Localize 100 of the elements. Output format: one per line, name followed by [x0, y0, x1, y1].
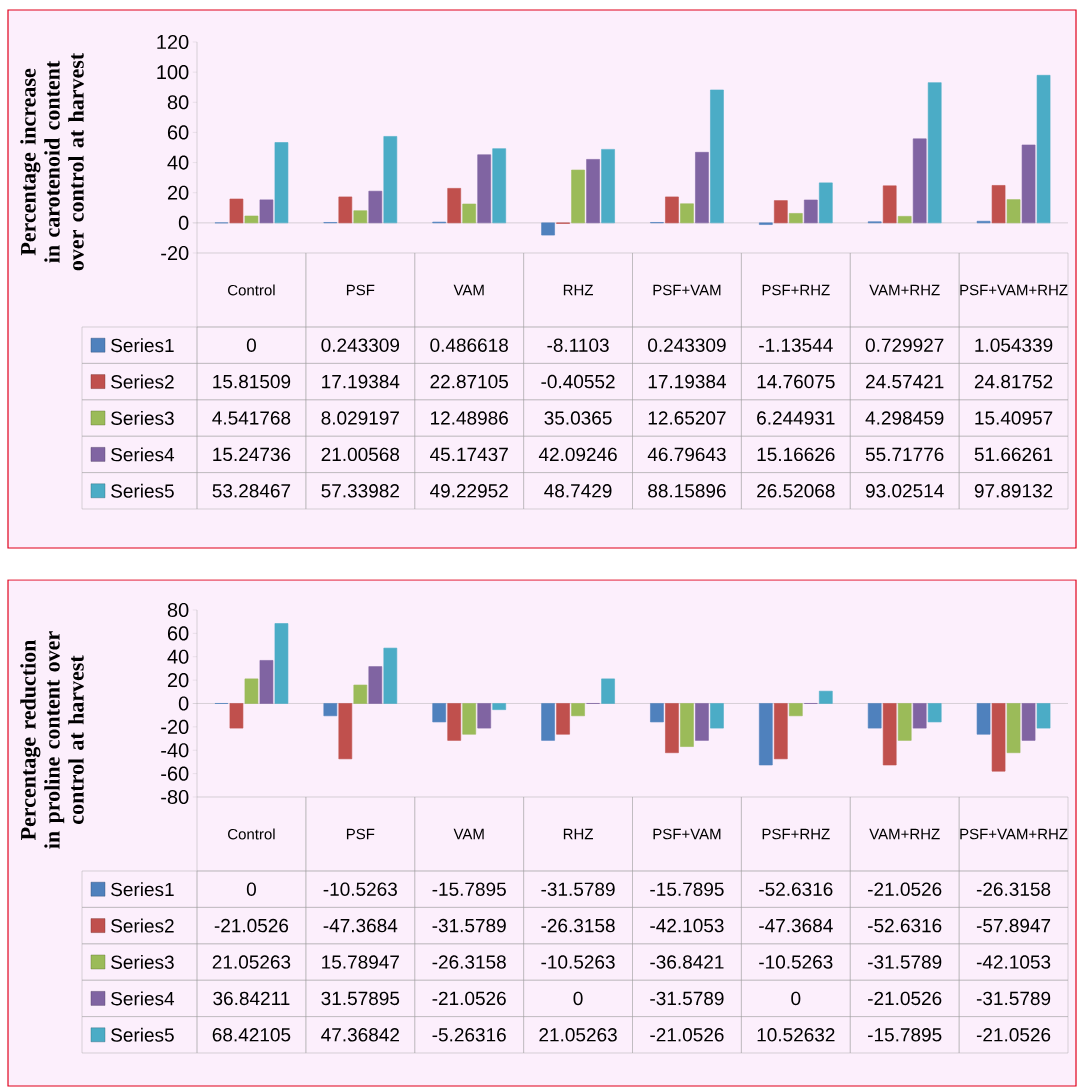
bar — [710, 89, 724, 224]
data-label: -21.0526 — [868, 882, 942, 896]
data-label: 57.33982 — [321, 484, 399, 498]
bar — [774, 703, 788, 760]
data-label: 31.57895 — [321, 991, 400, 1006]
bar — [774, 200, 788, 224]
x-tick-label: PSF+RHZ — [762, 828, 830, 840]
data-label: 12.65207 — [648, 411, 726, 425]
data-label: -0.40552 — [541, 374, 615, 389]
bar — [650, 703, 664, 723]
data-label: -47.3684 — [323, 918, 398, 933]
y-tick-label: -80 — [161, 789, 189, 805]
y-tick-label: 60 — [167, 125, 189, 140]
data-label: 6.244931 — [757, 411, 835, 425]
data-label: -10.5263 — [323, 882, 397, 896]
y-axis-title: Percentage reduction in proline content over control at harvest — [20, 631, 84, 849]
y-tick-label: 40 — [167, 649, 189, 664]
data-label: 53.28467 — [212, 484, 291, 498]
bar — [556, 703, 570, 735]
bar — [991, 185, 1006, 224]
data-label: 17.19384 — [648, 374, 726, 389]
bar — [927, 82, 942, 224]
data-label: -5.26316 — [432, 1028, 506, 1042]
bar — [353, 210, 368, 224]
bar — [1006, 199, 1021, 224]
bar — [1036, 75, 1051, 224]
y-tick-label: 80 — [167, 602, 189, 618]
data-label: -31.5789 — [976, 991, 1051, 1006]
x-tick-label: RHZ — [563, 284, 593, 296]
y-tick-label: -20 — [161, 245, 189, 261]
bar — [462, 203, 476, 224]
bar — [323, 703, 338, 717]
bar — [571, 703, 585, 717]
y-tick-label: -20 — [161, 719, 189, 734]
data-label: -31.5789 — [432, 918, 506, 933]
bar — [383, 136, 398, 224]
bar — [912, 138, 927, 224]
data-label: -42.1053 — [650, 918, 724, 933]
bar — [897, 216, 912, 224]
legend-label: Series2 — [111, 374, 174, 389]
bar — [1021, 703, 1036, 741]
x-tick-label: PSF+VAM+RHZ — [960, 284, 1068, 296]
bar — [912, 703, 927, 729]
legend-label: Series4 — [111, 447, 175, 462]
data-label: 22.87105 — [430, 374, 508, 389]
legend-label: Series3 — [111, 411, 174, 425]
x-tick-label: VAM+RHZ — [869, 284, 940, 296]
legend-label: Series1 — [111, 338, 174, 353]
x-tick-label: PSF+VAM — [653, 284, 721, 296]
bar — [477, 703, 491, 729]
data-label: 49.22952 — [430, 484, 508, 498]
data-label: -15.7895 — [868, 1028, 942, 1042]
data-label: 14.76075 — [757, 374, 835, 389]
bar — [927, 703, 942, 723]
y-tick-label: 40 — [167, 155, 189, 170]
data-label: 12.48986 — [431, 411, 508, 425]
bar — [867, 703, 882, 729]
bar — [789, 703, 803, 717]
data-label: -21.0526 — [976, 1028, 1051, 1042]
y-tick-label: 20 — [167, 673, 189, 688]
data-label: -57.8947 — [976, 918, 1051, 933]
y-tick-label: 0 — [178, 215, 189, 230]
bar — [882, 703, 897, 766]
y-tick-label: 60 — [167, 626, 189, 641]
bar — [229, 703, 244, 729]
y-tick-label: 120 — [157, 34, 189, 50]
data-label: -15.7895 — [432, 882, 506, 896]
data-label: 42.09246 — [538, 447, 617, 462]
data-label: 0.243309 — [321, 338, 400, 352]
y-tick-label: 100 — [157, 65, 189, 80]
bar — [680, 703, 694, 747]
data-label: -26.3158 — [541, 918, 615, 933]
x-tick-label: VAM+RHZ — [869, 828, 940, 840]
data-label: 68.42105 — [212, 1028, 291, 1042]
bar — [432, 703, 446, 723]
y-tick-label: 20 — [167, 185, 189, 200]
data-label: 0 — [791, 991, 801, 1006]
bar — [759, 703, 773, 766]
bar — [710, 703, 724, 729]
bar — [447, 188, 461, 224]
data-label: -10.5263 — [759, 955, 833, 969]
bar — [897, 703, 912, 741]
x-tick-label: VAM — [453, 828, 484, 840]
data-label: 24.57421 — [866, 374, 944, 389]
data-label: 36.84211 — [213, 991, 290, 1006]
bar — [680, 203, 694, 224]
data-label: -26.3158 — [976, 882, 1051, 896]
bar — [695, 152, 709, 224]
legend-label: Series3 — [111, 955, 174, 969]
data-label: 4.298459 — [865, 411, 944, 425]
bar — [259, 199, 274, 224]
data-label: -21.0526 — [650, 1028, 724, 1042]
legend-label: Series1 — [111, 882, 174, 897]
data-label: -36.8421 — [650, 955, 724, 969]
x-tick-label: PSF+VAM+RHZ — [960, 828, 1068, 840]
x-tick-label: RHZ — [563, 828, 593, 840]
bar — [244, 678, 259, 704]
x-tick-label: VAM — [453, 284, 484, 296]
bar — [991, 703, 1006, 772]
bar — [789, 213, 803, 224]
